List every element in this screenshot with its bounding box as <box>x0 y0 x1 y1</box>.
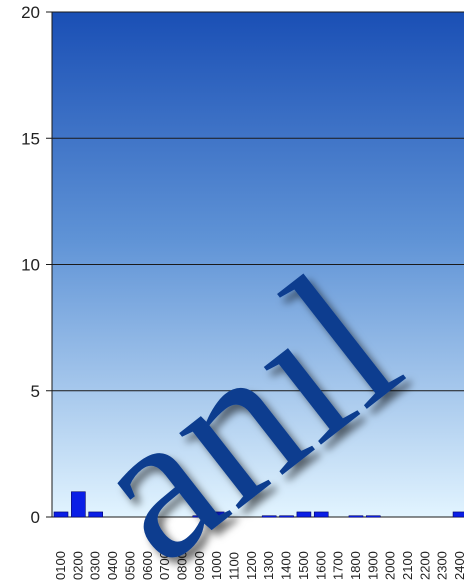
y-tick-label: 0 <box>31 508 40 527</box>
x-tick-label: 1600 <box>313 551 328 580</box>
x-tick-label: 1900 <box>365 551 380 580</box>
bar-1900 <box>365 515 381 518</box>
y-tick-label: 20 <box>21 3 40 22</box>
x-tick-label: 0600 <box>140 551 155 580</box>
x-tick-label: 2300 <box>435 551 450 580</box>
x-tick-label: 1700 <box>331 551 346 580</box>
x-tick-label: 0900 <box>192 551 207 580</box>
x-tick-label: 1000 <box>209 551 224 580</box>
bar-1300 <box>261 515 277 518</box>
x-tick-label: 1200 <box>244 551 259 580</box>
x-tick-label: 0300 <box>88 551 103 580</box>
x-tick-label: 1100 <box>227 552 242 580</box>
x-tick-label: 0400 <box>105 551 120 580</box>
x-tick-label: 0200 <box>70 551 85 580</box>
x-tick-label: 2200 <box>417 551 432 580</box>
x-tick-label: 1400 <box>279 551 294 580</box>
bar-1500 <box>296 511 312 518</box>
bar-0900 <box>192 515 208 518</box>
y-tick-label: 10 <box>21 256 40 275</box>
x-tick-label: 2100 <box>400 551 415 580</box>
bar-0100 <box>53 511 69 518</box>
bar-1600 <box>313 511 329 518</box>
bar-1000 <box>209 511 225 518</box>
x-tick-label: 0800 <box>174 551 189 580</box>
bar-1400 <box>279 515 294 518</box>
x-tick-label: 0500 <box>122 551 137 580</box>
y-tick-label: 15 <box>21 129 40 148</box>
x-tick-label: 2400 <box>452 551 464 580</box>
bar-1800 <box>348 515 364 518</box>
y-tick-label: 5 <box>31 382 40 401</box>
bar-0300 <box>88 511 103 518</box>
x-tick-label: 2000 <box>383 551 398 580</box>
bar-0200 <box>71 491 86 518</box>
x-tick-label: 0100 <box>53 551 68 580</box>
x-tick-label: 1300 <box>261 551 276 580</box>
x-tick-label: 0700 <box>157 551 172 580</box>
bar-2400 <box>452 511 464 518</box>
x-tick-label: 1800 <box>348 551 363 580</box>
x-tick-label: 1500 <box>296 551 311 580</box>
